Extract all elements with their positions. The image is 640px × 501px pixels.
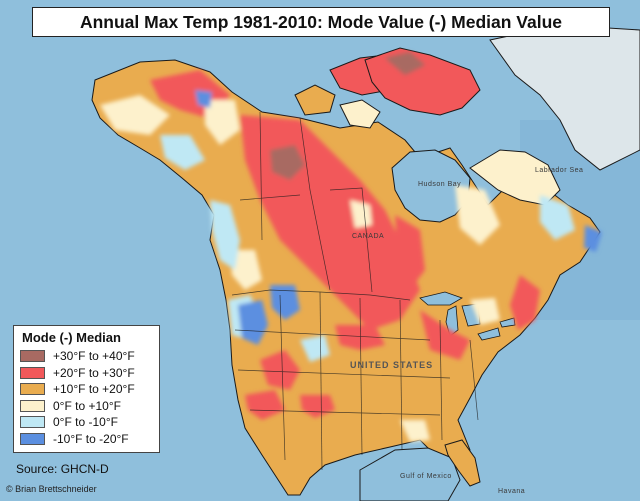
political-borders — [231, 111, 479, 471]
legend-swatch — [20, 416, 45, 429]
legend-swatch — [20, 350, 45, 363]
label-labrador-sea: Labrador Sea — [535, 167, 583, 174]
legend-item: +30°F to +40°F — [20, 348, 153, 365]
legend-item: +10°F to +20°F — [20, 381, 153, 398]
legend-item: 0°F to -10°F — [20, 414, 153, 431]
legend-label: 0°F to +10°F — [53, 398, 121, 413]
map-title-box: Annual Max Temp 1981-2010: Mode Value (-… — [32, 7, 610, 37]
legend-swatch — [20, 383, 45, 396]
legend-item: -10°F to -20°F — [20, 431, 153, 448]
legend: Mode (-) Median +30°F to +40°F +20°F to … — [13, 325, 160, 453]
legend-label: -10°F to -20°F — [53, 431, 129, 446]
legend-label: +30°F to +40°F — [53, 349, 135, 364]
legend-label: +20°F to +30°F — [53, 365, 135, 380]
legend-items: +30°F to +40°F +20°F to +30°F +10°F to +… — [20, 348, 153, 447]
legend-item: 0°F to +10°F — [20, 398, 153, 415]
label-canada: CANADA — [352, 233, 384, 240]
anomaly-patches — [100, 52, 602, 442]
legend-item: +20°F to +30°F — [20, 365, 153, 382]
label-united-states: UNITED STATES — [350, 360, 433, 370]
legend-label: 0°F to -10°F — [53, 415, 118, 430]
arctic-island-2 — [294, 84, 336, 116]
gulf-of-mexico-water — [359, 447, 461, 501]
label-havana: Havana — [498, 488, 525, 495]
arctic-island-3 — [339, 99, 381, 129]
source-note: Source: GHCN-D — [16, 462, 109, 476]
legend-title: Mode (-) Median — [22, 330, 121, 345]
baffin-island — [469, 149, 561, 206]
label-hudson-bay: Hudson Bay — [418, 181, 461, 188]
legend-label: +10°F to +20°F — [53, 382, 135, 397]
legend-swatch — [20, 432, 45, 445]
credit-note: © Brian Brettschneider — [6, 484, 97, 494]
legend-swatch — [20, 366, 45, 379]
legend-swatch — [20, 399, 45, 412]
label-gulf-of-mexico: Gulf of Mexico — [400, 473, 452, 480]
map-title: Annual Max Temp 1981-2010: Mode Value (-… — [79, 11, 563, 32]
florida — [444, 439, 481, 487]
